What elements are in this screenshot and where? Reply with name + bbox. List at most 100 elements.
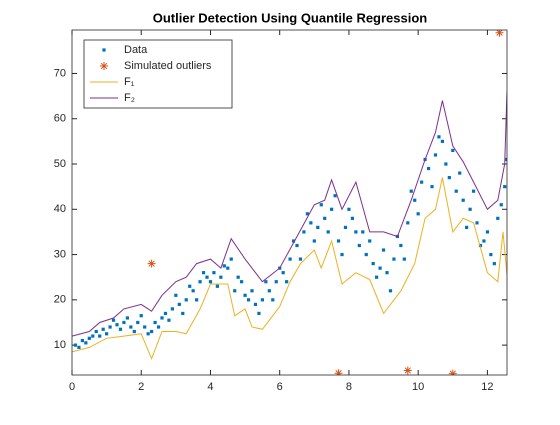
point <box>499 203 503 207</box>
point <box>233 289 237 293</box>
point <box>444 162 448 166</box>
point <box>347 207 351 211</box>
point <box>94 329 98 334</box>
legend-box <box>83 39 233 109</box>
point <box>240 280 244 284</box>
legend-swatch <box>100 62 108 70</box>
point <box>468 207 472 211</box>
point <box>105 332 109 336</box>
point <box>174 293 178 297</box>
point <box>285 280 289 284</box>
point <box>160 316 164 320</box>
point <box>91 334 95 338</box>
point <box>402 257 406 261</box>
point <box>73 343 78 347</box>
point <box>399 243 403 248</box>
point <box>482 239 486 243</box>
point <box>448 369 457 375</box>
line <box>72 91 507 337</box>
point <box>385 271 389 275</box>
point <box>291 239 296 243</box>
point <box>98 334 102 338</box>
point <box>295 243 299 248</box>
point <box>334 369 343 375</box>
point <box>378 266 382 270</box>
point <box>461 198 465 202</box>
point <box>111 318 116 322</box>
y-tick-label: 20 <box>54 294 66 306</box>
point <box>447 175 451 180</box>
point <box>350 216 354 220</box>
point <box>136 320 140 325</box>
point <box>496 216 500 220</box>
point <box>125 316 129 320</box>
point <box>222 264 226 268</box>
point <box>426 166 431 171</box>
point <box>156 325 161 329</box>
point <box>319 203 323 207</box>
point <box>198 280 202 284</box>
legend-label: Simulated outliers <box>124 60 212 72</box>
point <box>375 275 379 279</box>
point <box>430 185 434 189</box>
y-tick-label: 60 <box>54 113 66 125</box>
point <box>333 194 337 198</box>
x-tick-label: 4 <box>207 381 213 393</box>
point <box>503 185 507 189</box>
point <box>129 325 133 329</box>
point <box>267 289 271 293</box>
point <box>143 325 147 329</box>
point <box>451 148 455 153</box>
point <box>80 338 84 343</box>
point <box>108 325 112 329</box>
point <box>150 329 154 334</box>
point <box>188 284 192 288</box>
point <box>326 230 330 234</box>
x-tick-label: 10 <box>412 381 424 393</box>
point <box>485 230 490 234</box>
y-tick-label: 70 <box>54 67 66 79</box>
y-tick-label: 50 <box>54 158 66 170</box>
point <box>115 323 119 327</box>
plot-area <box>72 30 507 375</box>
point <box>433 153 438 157</box>
legend-swatch <box>102 48 106 52</box>
x-tick-label: 0 <box>69 381 75 393</box>
y-tick-label: 40 <box>54 203 66 215</box>
point <box>243 293 247 297</box>
point <box>392 257 396 261</box>
point <box>181 311 185 316</box>
point <box>170 307 174 311</box>
point <box>87 336 91 340</box>
point <box>205 275 209 279</box>
point <box>147 259 156 268</box>
legend-label: F₁ <box>124 76 135 88</box>
point <box>413 198 417 202</box>
point <box>440 139 445 143</box>
point <box>495 30 504 37</box>
point <box>336 239 341 243</box>
y-tick-label: 10 <box>54 339 66 351</box>
point <box>437 135 441 139</box>
point <box>122 320 126 325</box>
point <box>504 157 507 162</box>
point <box>305 212 309 216</box>
y-tick-label: 30 <box>54 248 66 260</box>
point <box>454 189 458 193</box>
point <box>260 298 264 302</box>
point <box>167 318 171 322</box>
point <box>212 271 216 275</box>
point <box>354 230 358 234</box>
point <box>281 271 285 275</box>
point <box>132 329 136 334</box>
point <box>309 221 313 225</box>
point <box>191 289 195 293</box>
point <box>195 298 199 302</box>
axes-box <box>71 29 508 376</box>
point <box>357 243 361 248</box>
point <box>84 341 88 345</box>
line <box>72 177 507 361</box>
x-tick-label: 2 <box>138 381 144 393</box>
chart-title: Outlier Detection Using Quantile Regress… <box>153 10 428 25</box>
